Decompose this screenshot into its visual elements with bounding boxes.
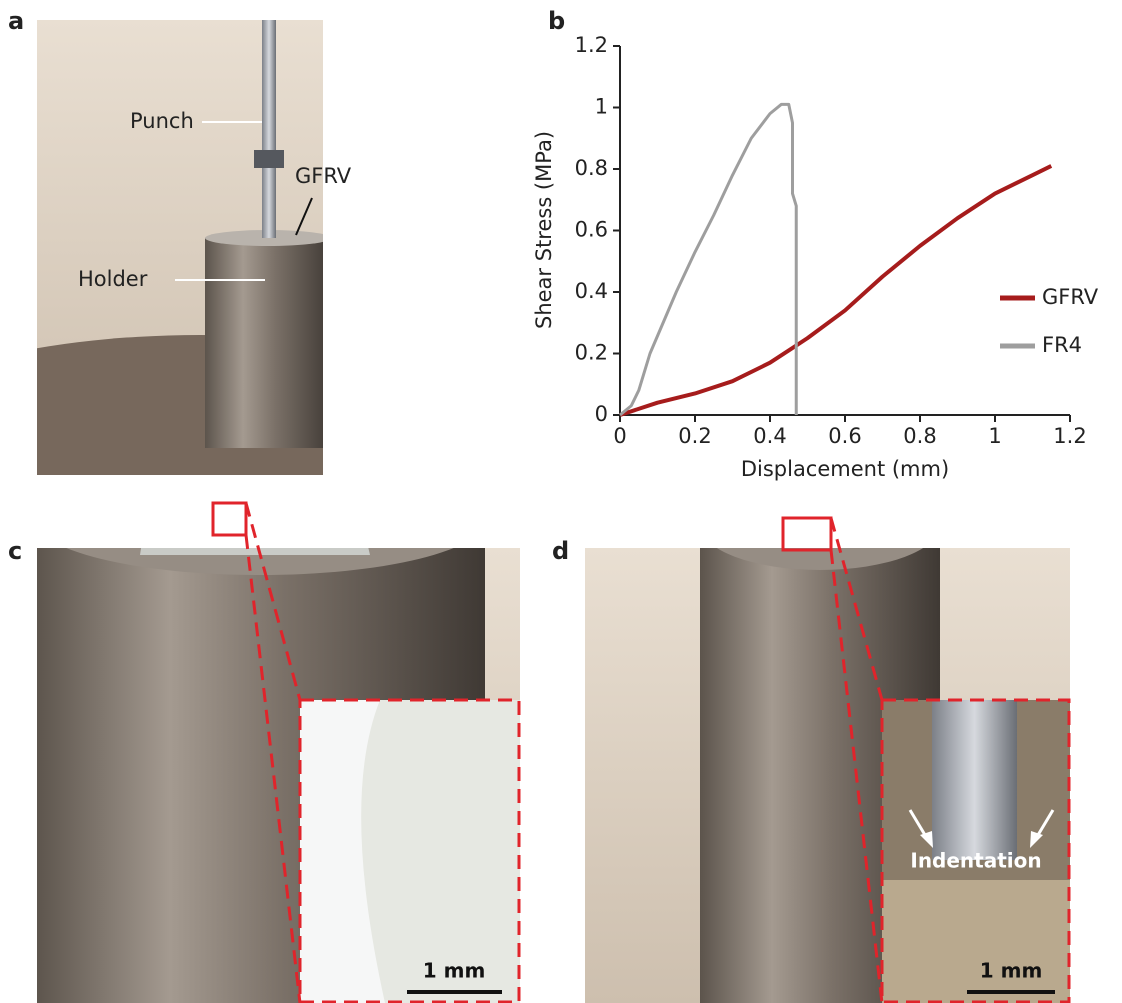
y-tick-label: 1.2 [575, 33, 608, 57]
x-tick-label: 0.8 [903, 424, 936, 448]
y-tick-label: 1 [595, 95, 608, 119]
x-tick-label: 0.4 [753, 424, 786, 448]
panel-label: a [8, 7, 24, 35]
y-tick-label: 0.4 [575, 279, 608, 303]
y-tick-label: 0.8 [575, 156, 608, 180]
y-tick-label: 0.2 [575, 341, 608, 365]
x-tick-label: 0.6 [828, 424, 861, 448]
legend-label: GFRV [1042, 285, 1099, 309]
y-tick-label: 0 [595, 402, 608, 426]
x-axis-title: Displacement (mm) [741, 457, 949, 481]
legend-label: FR4 [1042, 333, 1082, 357]
annotation: Holder [78, 267, 148, 291]
x-tick-label: 1.2 [1053, 424, 1086, 448]
scale-label: 1 mm [423, 959, 486, 983]
panel-label: b [548, 7, 565, 35]
data-line [620, 104, 796, 415]
annotation: GFRV [295, 164, 352, 188]
panel-label: d [552, 537, 569, 565]
panel-label: c [8, 537, 22, 565]
scale-label: 1 mm [980, 959, 1043, 983]
chart: b Displacement (mm) Shear Stress (MPa) 0… [532, 7, 1099, 481]
annotation: Indentation [910, 849, 1041, 873]
annotation: Punch [130, 109, 194, 133]
x-tick-label: 1 [988, 424, 1001, 448]
figure: a Punch GFRV Holder 1 mm c Indentation 1… [0, 0, 1122, 1003]
x-tick-label: 0 [613, 424, 626, 448]
y-tick-label: 0.6 [575, 218, 608, 242]
x-tick-label: 0.2 [678, 424, 711, 448]
y-axis-title: Shear Stress (MPa) [532, 131, 556, 329]
data-line [620, 166, 1051, 415]
